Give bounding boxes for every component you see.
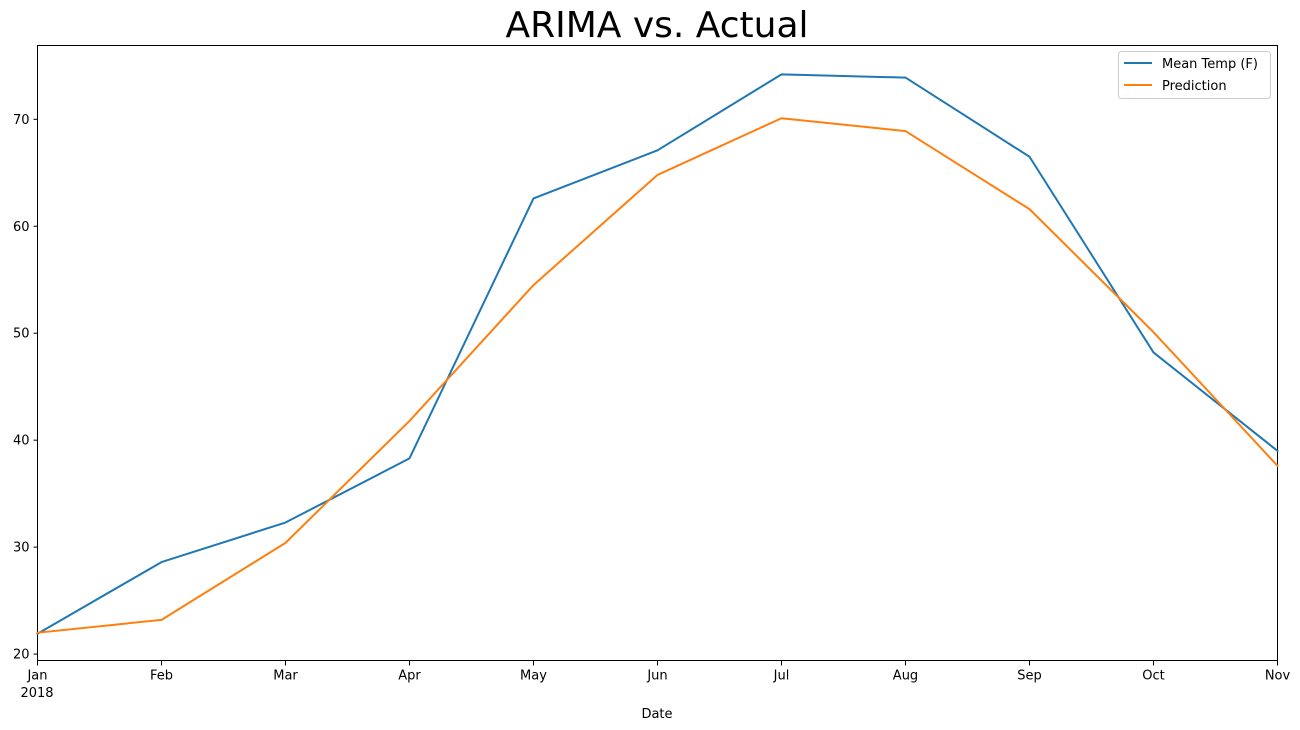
legend: Mean Temp (F) Prediction <box>1118 51 1271 99</box>
x-tick-label: Feb <box>150 669 173 684</box>
x-year-label: 2018 <box>20 686 53 701</box>
y-axis: 20 30 40 50 60 70 <box>13 113 38 663</box>
series-group <box>36 73 1279 636</box>
series-line-mean-temp <box>36 73 1279 636</box>
x-tick-label: Jan <box>26 669 47 684</box>
y-tick-label: 60 <box>13 220 30 235</box>
legend-box <box>1118 51 1271 99</box>
x-axis: Jan Feb Mar Apr May Jun Jul Aug Sep Oct Nov <box>26 660 1291 684</box>
plot-area <box>37 45 1278 661</box>
series-line-prediction <box>36 117 1279 634</box>
x-tick-label: Apr <box>398 669 421 684</box>
x-tick-label: Jun <box>646 669 667 684</box>
x-tick-label: Mar <box>273 669 298 684</box>
y-tick-label: 50 <box>13 327 30 342</box>
x-tick-label: Sep <box>1017 669 1042 684</box>
x-axis-label: Date <box>641 707 672 722</box>
y-tick-label: 30 <box>13 541 30 556</box>
chart-title: ARIMA vs. Actual <box>505 5 808 46</box>
x-tick-label: May <box>520 669 547 684</box>
x-tick-label: Aug <box>893 669 918 684</box>
legend-label-mean-temp: Mean Temp (F) <box>1162 57 1258 72</box>
x-tick-label: Nov <box>1265 669 1291 684</box>
y-tick-label: 20 <box>13 648 30 663</box>
legend-label-prediction: Prediction <box>1162 79 1227 94</box>
x-tick-label: Jul <box>773 669 790 684</box>
y-tick-label: 70 <box>13 113 30 128</box>
x-tick-label: Oct <box>1142 669 1164 684</box>
y-tick-label: 40 <box>13 434 30 449</box>
